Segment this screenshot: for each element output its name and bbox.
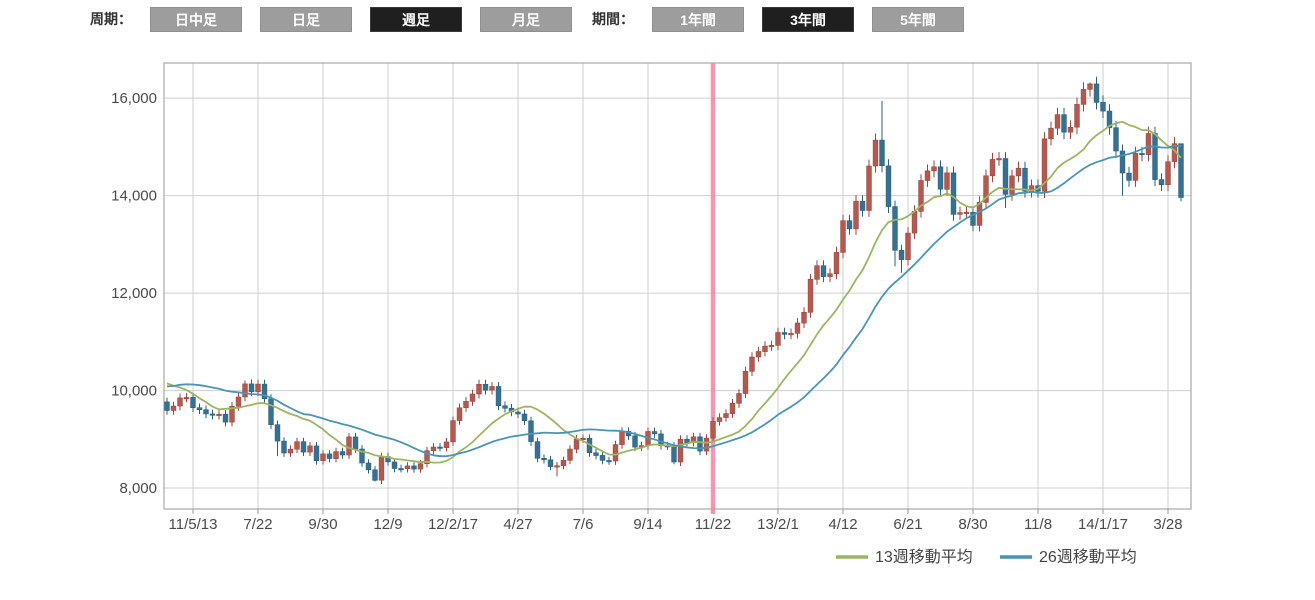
chart-toolbar: 周期： 日中足 日足 週足 月足 期間： 1年間 3年間 5年間 [90, 6, 964, 32]
ma26-line [166, 144, 1182, 458]
svg-text:6/21: 6/21 [893, 516, 922, 533]
range-button-5year[interactable]: 5年間 [872, 6, 964, 32]
svg-text:26週移動平均: 26週移動平均 [1039, 548, 1137, 566]
grid-lines [164, 63, 1191, 509]
ma13-line [166, 120, 1182, 464]
range-label: 期間： [592, 11, 634, 27]
svg-text:7/22: 7/22 [243, 516, 272, 533]
y-axis-labels: 8,000 10,000 12,000 14,000 16,000 [111, 90, 157, 497]
range-button-3year[interactable]: 3年間 [762, 6, 854, 32]
x-axis-ticks [192, 509, 1169, 514]
svg-text:3/28: 3/28 [1153, 516, 1182, 533]
svg-text:14,000: 14,000 [111, 188, 157, 205]
svg-text:4/12: 4/12 [828, 516, 857, 533]
svg-text:9/14: 9/14 [633, 516, 662, 533]
svg-text:11/22: 11/22 [695, 516, 731, 533]
svg-text:11/8: 11/8 [1024, 516, 1052, 533]
svg-text:16,000: 16,000 [111, 90, 157, 107]
range-button-1year[interactable]: 1年間 [652, 6, 744, 32]
x-axis-labels: 11/5/13 7/22 9/30 12/9 12/2/17 4/27 7/6 9/14 11/… [169, 516, 1183, 533]
period-button-intraday[interactable]: 日中足 [150, 6, 242, 32]
svg-text:12/2/17: 12/2/17 [428, 516, 478, 533]
period-button-daily[interactable]: 日足 [260, 6, 352, 32]
svg-text:13/2/1: 13/2/1 [757, 516, 799, 533]
svg-text:4/27: 4/27 [503, 516, 532, 533]
period-label: 周期： [90, 11, 132, 27]
svg-text:12,000: 12,000 [111, 285, 157, 302]
svg-text:11/5/13: 11/5/13 [169, 516, 218, 533]
svg-text:12/9: 12/9 [373, 516, 402, 533]
svg-text:8,000: 8,000 [119, 480, 157, 497]
period-button-weekly[interactable]: 週足 [370, 6, 462, 32]
svg-text:14/1/17: 14/1/17 [1078, 516, 1128, 533]
svg-text:8/30: 8/30 [958, 516, 987, 533]
candles [164, 76, 1184, 484]
legend: 13週移動平均 26週移動平均 [836, 548, 1137, 566]
svg-text:13週移動平均: 13週移動平均 [875, 548, 973, 566]
period-button-monthly[interactable]: 月足 [480, 6, 572, 32]
plot-border [163, 62, 1192, 510]
svg-text:9/30: 9/30 [308, 516, 337, 533]
svg-text:7/6: 7/6 [573, 516, 594, 533]
svg-text:10,000: 10,000 [111, 383, 157, 400]
